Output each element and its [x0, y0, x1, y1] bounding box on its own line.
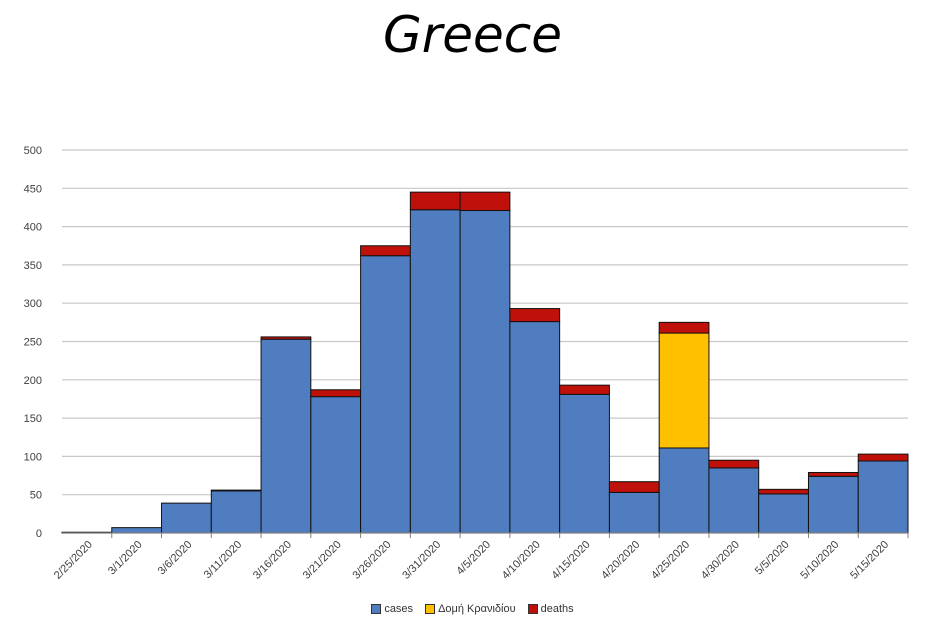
- y-tick-label: 400: [24, 222, 42, 234]
- bar-cases: [608, 491, 660, 534]
- x-tick-label: 4/25/2020: [649, 539, 692, 582]
- x-tick-label: 3/1/2020: [106, 539, 145, 578]
- y-tick-label: 50: [30, 490, 42, 502]
- bar-cases: [161, 502, 212, 534]
- legend-swatch: [425, 604, 436, 614]
- bar-deaths: [807, 471, 859, 477]
- bar-cases: [807, 475, 859, 534]
- bar-deaths: [509, 308, 561, 323]
- x-tick-label: 3/31/2020: [400, 539, 443, 582]
- bar-cases: [658, 447, 710, 534]
- y-tick-label: 200: [24, 375, 42, 387]
- x-tick-label: 4/10/2020: [500, 539, 543, 582]
- x-tick-label: 4/20/2020: [599, 539, 642, 582]
- x-tick-label: 3/11/2020: [202, 539, 245, 582]
- y-tick-label: 150: [24, 413, 42, 425]
- bar-cases: [758, 493, 809, 534]
- bar-cases: [509, 321, 561, 534]
- legend-swatch: [371, 604, 382, 614]
- bar-deaths: [210, 489, 262, 492]
- bar-cases: [210, 490, 262, 534]
- legend-label: Δομή Κρανιδίου: [438, 603, 516, 615]
- y-tick-label: 250: [24, 337, 42, 349]
- y-tick-label: 0: [36, 528, 42, 540]
- x-tick-label: 3/26/2020: [351, 539, 394, 582]
- bar-cases: [111, 527, 163, 534]
- bar-cases: [310, 396, 362, 534]
- x-tick-label: 2/25/2020: [52, 539, 95, 582]
- bar-deaths: [459, 191, 511, 212]
- y-tick-label: 100: [24, 451, 42, 463]
- y-tick-label: 350: [24, 260, 42, 272]
- bar-deaths: [857, 453, 909, 462]
- chart-legend: cases Δομή Κρανιδίου deaths: [0, 603, 945, 615]
- legend-item: cases: [371, 603, 413, 615]
- bar-deaths: [608, 481, 660, 493]
- x-tick-label: 5/10/2020: [798, 539, 841, 582]
- x-tick-label: 3/6/2020: [156, 539, 195, 578]
- y-tick-label: 300: [24, 298, 42, 310]
- bar-deaths: [658, 321, 710, 334]
- bar-deaths: [310, 389, 362, 398]
- chart-title: Greece: [382, 6, 563, 64]
- legend-item: deaths: [527, 603, 574, 615]
- legend-item: Δομή Κρανιδίου: [425, 603, 516, 615]
- legend-label: cases: [384, 603, 414, 615]
- bar-δομή-κρανιδίου: [658, 332, 710, 449]
- bar-deaths: [260, 336, 312, 340]
- bar-cases: [857, 460, 909, 534]
- bar-deaths: [409, 191, 461, 211]
- bar-deaths: [360, 245, 411, 257]
- bar-cases: [708, 467, 760, 534]
- x-tick-label: 5/15/2020: [848, 539, 891, 582]
- bar-cases: [260, 338, 312, 534]
- x-tick-label: 3/16/2020: [251, 539, 294, 582]
- legend-label: deaths: [540, 603, 574, 615]
- x-tick-label: 4/30/2020: [699, 539, 742, 582]
- x-tick-label: 4/5/2020: [454, 539, 493, 578]
- y-tick-label: 500: [24, 145, 42, 157]
- bar-cases: [360, 255, 411, 534]
- x-tick-label: 5/5/2020: [753, 539, 792, 578]
- legend-swatch: [527, 604, 538, 614]
- bar-deaths: [758, 488, 809, 495]
- bar-deaths: [708, 459, 760, 469]
- y-tick-label: 450: [24, 183, 42, 195]
- bar-deaths: [559, 384, 610, 395]
- bar-cases: [459, 210, 511, 534]
- bar-cases: [559, 393, 610, 534]
- x-tick-label: 3/21/2020: [301, 539, 344, 582]
- x-tick-label: 4/15/2020: [550, 539, 593, 582]
- bar-cases: [409, 209, 461, 534]
